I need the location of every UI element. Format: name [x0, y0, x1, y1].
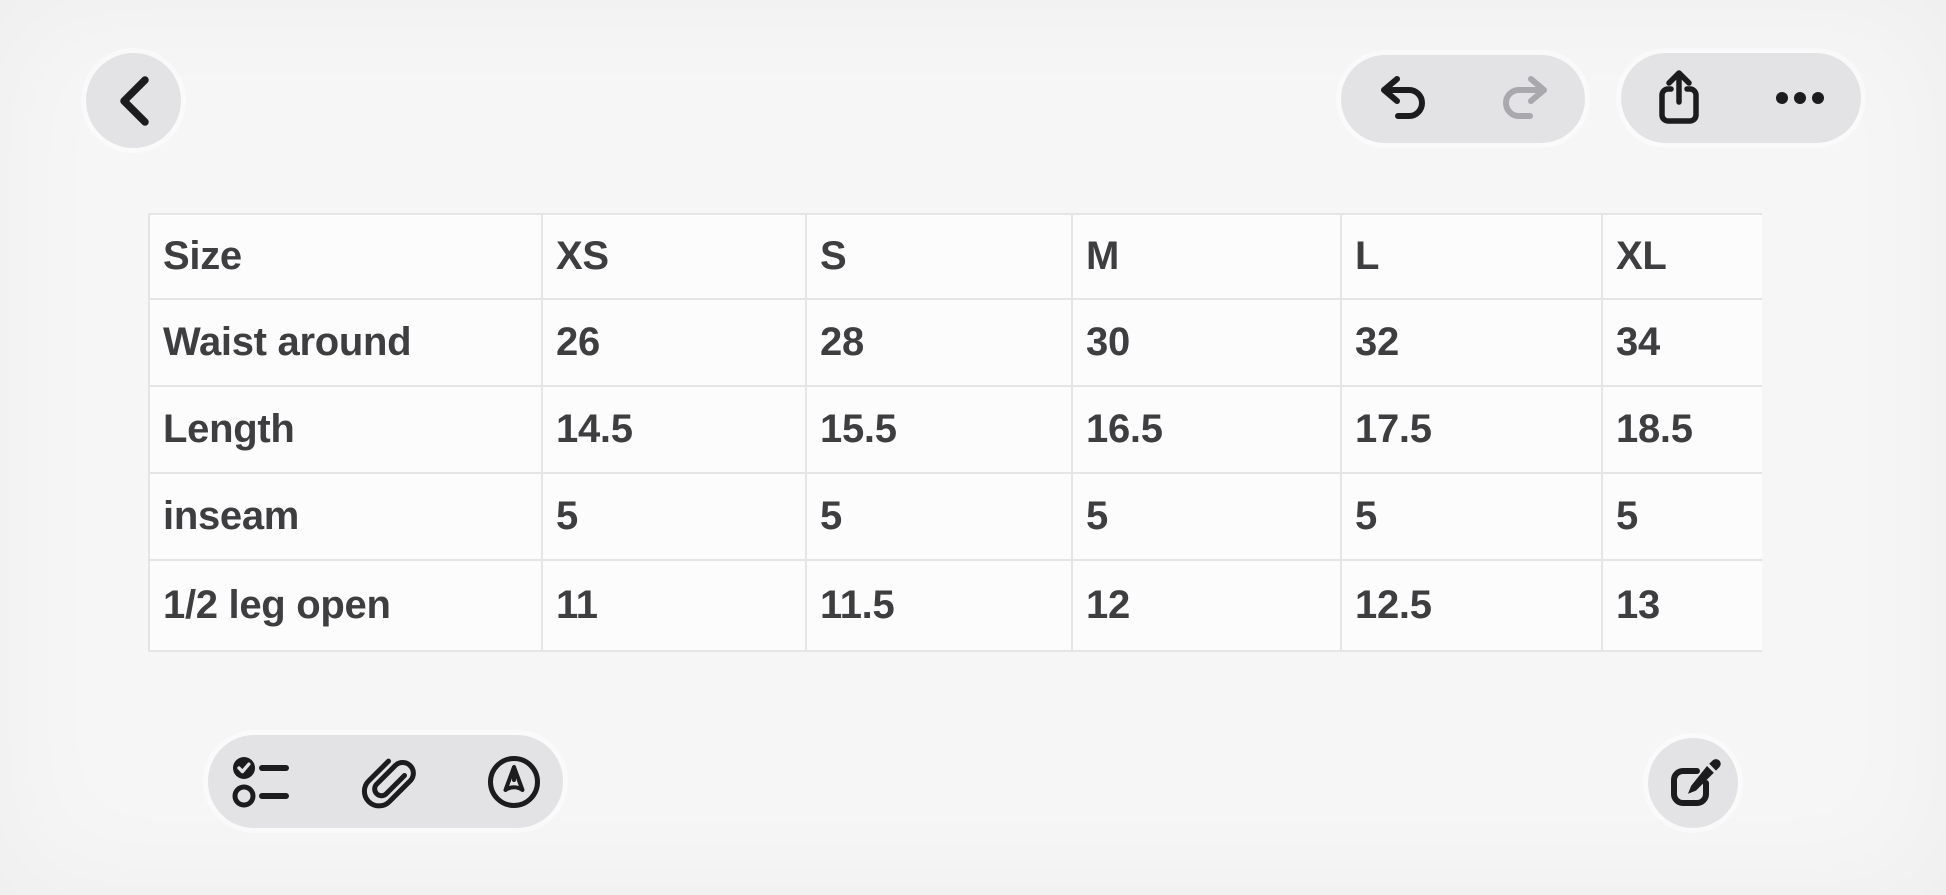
table-cell[interactable]: inseam — [148, 474, 543, 561]
share-up-arrow-icon — [1659, 70, 1699, 124]
table-cell[interactable]: 34 — [1603, 300, 1762, 387]
table-cell[interactable]: 5 — [1342, 474, 1603, 561]
table-cell[interactable]: 12 — [1073, 561, 1342, 652]
table-cell[interactable]: 5 — [1603, 474, 1762, 561]
back-button[interactable] — [86, 53, 181, 148]
table-cell[interactable]: 30 — [1073, 300, 1342, 387]
undo-button[interactable] — [1379, 76, 1429, 122]
table-cell[interactable]: M — [1073, 213, 1342, 300]
table-cell[interactable]: 14.5 — [543, 387, 807, 474]
table-cell[interactable]: S — [807, 213, 1073, 300]
table-cell[interactable]: 11.5 — [807, 561, 1073, 652]
table-cell[interactable]: 13 — [1603, 561, 1762, 652]
table-cell[interactable]: 15.5 — [807, 387, 1073, 474]
attachment-button[interactable] — [361, 754, 417, 810]
table-cell[interactable]: 5 — [807, 474, 1073, 561]
more-button[interactable] — [1775, 91, 1825, 105]
table-cell[interactable]: 28 — [807, 300, 1073, 387]
redo-button[interactable] — [1499, 76, 1549, 122]
chevron-left-icon — [119, 75, 149, 126]
paperclip-icon — [361, 758, 416, 808]
share-button[interactable] — [1655, 69, 1703, 127]
ellipsis-icon — [1776, 92, 1824, 104]
table-cell[interactable]: 17.5 — [1342, 387, 1603, 474]
note-input-toolbar — [208, 735, 563, 828]
markup-button[interactable] — [486, 754, 542, 810]
table-cell[interactable]: 26 — [543, 300, 807, 387]
table-cell[interactable]: L — [1342, 213, 1603, 300]
redo-arrow-icon — [1503, 76, 1547, 119]
checklist-button[interactable] — [232, 754, 292, 810]
undo-redo-toolbar — [1341, 55, 1585, 143]
table-cell[interactable]: Length — [148, 387, 543, 474]
checklist-icon — [232, 756, 289, 807]
table-cell[interactable]: 11 — [543, 561, 807, 652]
share-more-toolbar — [1621, 53, 1861, 143]
markup-pen-circle-icon — [488, 755, 540, 808]
table-cell[interactable]: 32 — [1342, 300, 1603, 387]
table-cell[interactable]: 18.5 — [1603, 387, 1762, 474]
table-cell[interactable]: 1/2 leg open — [148, 561, 543, 652]
table-cell[interactable]: 12.5 — [1342, 561, 1603, 652]
size-chart-table: Size XS S M L XL Waist around 26 28 30 3… — [148, 213, 1762, 652]
undo-arrow-icon — [1381, 76, 1425, 119]
compose-square-pencil-icon — [1671, 759, 1721, 806]
table-cell[interactable]: Waist around — [148, 300, 543, 387]
table-cell[interactable]: XS — [543, 213, 807, 300]
compose-button[interactable] — [1648, 738, 1738, 828]
table-cell[interactable]: 5 — [543, 474, 807, 561]
table-cell[interactable]: XL — [1603, 213, 1762, 300]
table-cell[interactable]: 5 — [1073, 474, 1342, 561]
table-cell[interactable]: Size — [148, 213, 543, 300]
table-cell[interactable]: 16.5 — [1073, 387, 1342, 474]
